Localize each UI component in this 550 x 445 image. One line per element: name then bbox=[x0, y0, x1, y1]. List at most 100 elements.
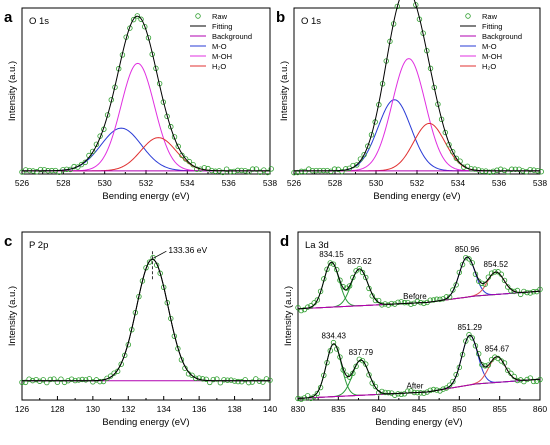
component-peak-a bbox=[22, 127, 270, 172]
raw-data-point-d bbox=[430, 386, 437, 393]
legend-entry-b: Background bbox=[482, 32, 522, 41]
legend-marker-raw-a bbox=[195, 13, 201, 19]
x-tick-label-b: 530 bbox=[369, 178, 383, 188]
raw-data-point-a bbox=[89, 148, 96, 155]
legend-entry-a: Background bbox=[212, 32, 252, 41]
raw-data-point-d bbox=[530, 378, 537, 385]
raw-data-point-b bbox=[538, 169, 544, 175]
raw-data-point-c bbox=[249, 379, 255, 385]
raw-data-point-c bbox=[228, 377, 234, 383]
peak-label-before: 837.62 bbox=[347, 257, 372, 266]
raw-data-point-d bbox=[337, 354, 343, 360]
fitting-line-a bbox=[22, 15, 270, 172]
raw-data-point-d bbox=[514, 287, 521, 294]
raw-data-point-b bbox=[394, 3, 401, 10]
x-tick-label-c: 136 bbox=[192, 404, 206, 414]
raw-data-point-d bbox=[379, 302, 385, 308]
raw-data-point-a bbox=[194, 166, 200, 172]
raw-data-point-c bbox=[114, 368, 121, 374]
raw-data-point-d bbox=[414, 298, 421, 305]
raw-data-point-c bbox=[58, 376, 64, 382]
fitting-line-b bbox=[294, 0, 540, 172]
raw-data-point-d bbox=[521, 288, 527, 295]
raw-data-point-d bbox=[446, 294, 453, 300]
x-tick-label-a: 534 bbox=[180, 178, 194, 188]
legend-entry-b: Raw bbox=[482, 12, 498, 21]
legend-entry-b: M-O bbox=[482, 42, 497, 51]
x-axis-title-b: Bending energy (eV) bbox=[373, 191, 460, 202]
raw-data-point-b bbox=[527, 166, 533, 173]
x-tick-label-c: 138 bbox=[227, 404, 241, 414]
panel-letter-b: b bbox=[276, 9, 285, 26]
x-tick-label-d: 840 bbox=[372, 404, 386, 414]
region-label-a: O 1s bbox=[29, 16, 49, 27]
raw-data-point-d bbox=[437, 296, 443, 303]
raw-data-point-d bbox=[527, 290, 534, 296]
raw-data-point-d bbox=[385, 389, 392, 396]
x-tick-label-b: 532 bbox=[410, 178, 424, 188]
raw-data-point-d bbox=[308, 395, 314, 402]
raw-data-point-c bbox=[157, 270, 163, 276]
raw-data-point-a bbox=[142, 24, 148, 30]
raw-data-point-d bbox=[401, 391, 408, 397]
raw-data-point-c bbox=[235, 378, 241, 385]
raw-data-point-a bbox=[175, 143, 181, 150]
y-axis-title-c: Intensity (a.u.) bbox=[7, 286, 18, 346]
raw-data-point-c bbox=[199, 376, 206, 382]
raw-data-point-d bbox=[446, 382, 453, 388]
raw-data-point-d bbox=[421, 300, 427, 307]
raw-data-point-d bbox=[505, 367, 511, 374]
legend-entry-a: M-OH bbox=[212, 52, 232, 61]
x-tick-label-a: 526 bbox=[15, 178, 29, 188]
raw-data-point-c bbox=[47, 376, 54, 383]
peak-annotation-arrow bbox=[153, 250, 167, 259]
raw-data-point-a bbox=[246, 168, 252, 175]
x-axis-title-c: Bending energy (eV) bbox=[102, 417, 189, 428]
raw-data-point-d bbox=[382, 389, 388, 396]
raw-data-point-d bbox=[401, 299, 408, 306]
peak-label-before: 850.96 bbox=[455, 245, 480, 254]
raw-data-point-d bbox=[501, 277, 508, 284]
raw-data-point-c bbox=[207, 379, 213, 386]
raw-data-point-a bbox=[186, 158, 193, 165]
component-peak-a bbox=[22, 137, 270, 172]
raw-data-point-d bbox=[534, 378, 540, 384]
peak-label-before: 834.15 bbox=[319, 250, 344, 259]
raw-data-point-d bbox=[405, 299, 411, 306]
raw-data-point-d bbox=[440, 386, 446, 392]
raw-data-point-b bbox=[438, 116, 445, 123]
raw-data-point-d bbox=[427, 387, 433, 393]
legend-entry-a: H₂O bbox=[212, 62, 226, 71]
x-tick-label-c: 130 bbox=[86, 404, 100, 414]
raw-data-point-d bbox=[317, 288, 324, 295]
raw-data-point-a bbox=[190, 161, 196, 168]
raw-data-point-b bbox=[472, 166, 478, 172]
panel-letter-a: a bbox=[4, 9, 13, 26]
raw-data-point-d bbox=[392, 392, 398, 398]
raw-data-point-b bbox=[497, 166, 504, 172]
raw-data-point-d bbox=[443, 385, 450, 391]
raw-data-point-c bbox=[51, 376, 57, 382]
raw-data-point-d bbox=[450, 378, 456, 385]
raw-data-point-c bbox=[210, 376, 217, 383]
x-tick-label-d: 830 bbox=[291, 404, 305, 414]
legend-entry-b: M-OH bbox=[482, 52, 502, 61]
raw-data-point-a bbox=[23, 167, 29, 173]
raw-data-point-a bbox=[134, 13, 141, 19]
plot-frame-c bbox=[21, 231, 271, 401]
raw-data-point-a bbox=[182, 156, 189, 162]
raw-data-point-c bbox=[267, 377, 273, 383]
raw-data-point-d bbox=[466, 256, 472, 262]
raw-data-point-d bbox=[314, 297, 321, 303]
peak-label-after: 851.29 bbox=[458, 323, 483, 332]
raw-data-point-c bbox=[189, 372, 195, 379]
x-tick-label-c: 128 bbox=[50, 404, 64, 414]
raw-data-point-b bbox=[354, 162, 360, 168]
raw-data-point-c bbox=[260, 379, 266, 385]
raw-data-point-b bbox=[453, 155, 460, 162]
y-axis-title-a: Intensity (a.u.) bbox=[7, 61, 18, 121]
raw-data-point-d bbox=[398, 391, 404, 397]
x-tick-label-a: 528 bbox=[56, 178, 70, 188]
raw-data-point-d bbox=[359, 269, 366, 276]
x-tick-label-a: 532 bbox=[139, 178, 153, 188]
